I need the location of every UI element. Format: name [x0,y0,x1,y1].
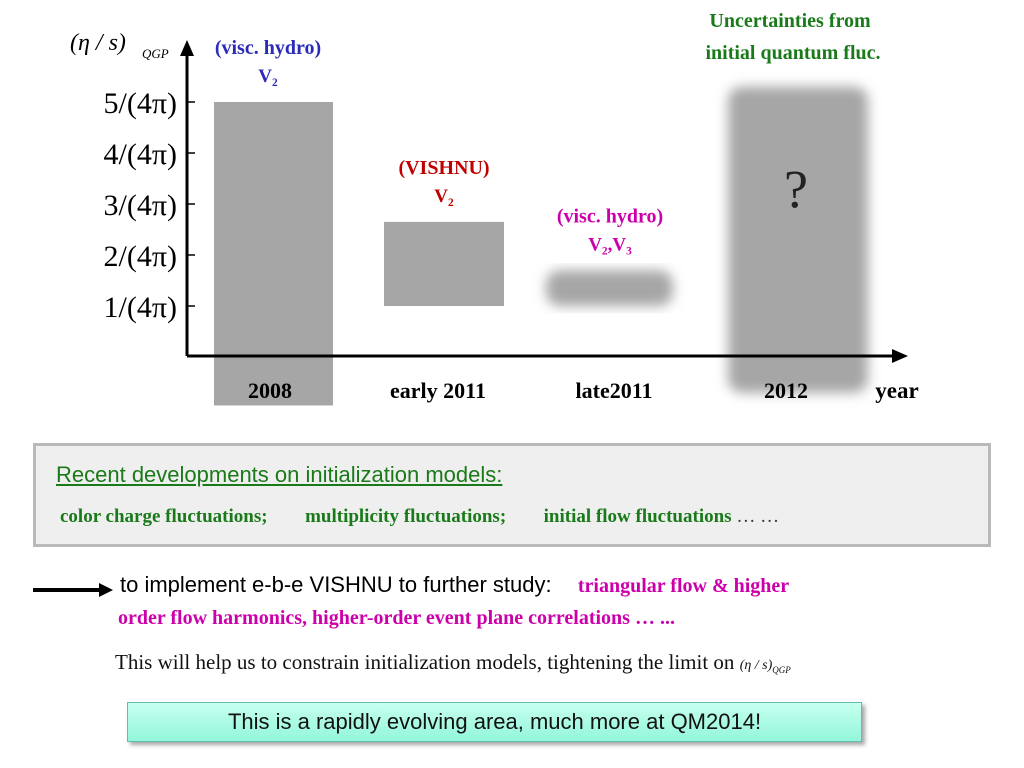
y-tick-label: 2/(4π) [104,240,177,273]
line3-text: This will help us to constrain initializ… [115,650,735,674]
bar-question-mark: ? [784,159,808,219]
y-tick-label: 3/(4π) [104,189,177,222]
bar-label-model: (visc. hydro) [557,205,663,227]
bar-early-2011 [384,221,504,306]
chart-area: (visc. hydro) V₂ (VISHNU) V₂ (visc. hydro) V₂… [70,10,919,406]
x-axis-arrow-icon [892,349,908,363]
bar-2012 [728,86,868,393]
item-color-charge: color charge fluctuations; [60,506,268,527]
line3: This will help us to constrain initializ… [115,650,791,675]
y-tick-label: 1/(4π) [104,291,177,324]
item-initial-flow: initial flow fluctuations [543,506,732,527]
x-tick-label: late2011 [576,378,653,403]
x-tick-label: early 2011 [390,378,486,403]
arrow-icon [33,583,113,597]
box-items: color charge fluctuations; multiplicity … [60,506,779,528]
line1-plain: to implement e-b-e VISHNU to further stu… [120,572,552,597]
y-axis-arrow-icon [180,40,194,56]
y-axis-label-sub: QGP [142,46,169,61]
x-axis-label: year [875,378,918,403]
y-tick-label: 4/(4π) [104,138,177,171]
bar-label-observable: V₂ [258,66,278,87]
bar-label-observable: V₂ [434,186,454,207]
box-title: Recent developments on initialization mo… [56,462,503,487]
annotation-line2: initial quantum fluc. [705,42,880,64]
annotation-line1: Uncertainties from [709,10,871,32]
bar-late2011 [546,270,673,306]
footer-note: This is a rapidly evolving area, much mo… [127,702,862,742]
line1: to implement e-b-e VISHNU to further stu… [120,572,789,598]
init-models-box: Recent developments on initialization mo… [33,443,991,547]
line1-highlight: triangular flow & higher [577,575,790,597]
bar-label-model: (VISHNU) [398,157,489,179]
bar-label-model: (visc. hydro) [215,37,321,59]
bar-label-observable: V₂,V₃ [588,234,632,255]
y-tick-label: 5/(4π) [104,87,177,120]
item-ellipsis: … … [731,506,780,527]
y-axis-label: (η / s) [70,30,126,56]
line2: order flow harmonics, higher-order event… [118,607,675,629]
line3-eta-s: (η / s)QGP [739,658,791,675]
x-tick-label: 2012 [764,378,808,403]
bar-2008 [214,102,333,406]
item-multiplicity: multiplicity fluctuations; [305,506,507,527]
x-tick-label: 2008 [248,378,292,403]
